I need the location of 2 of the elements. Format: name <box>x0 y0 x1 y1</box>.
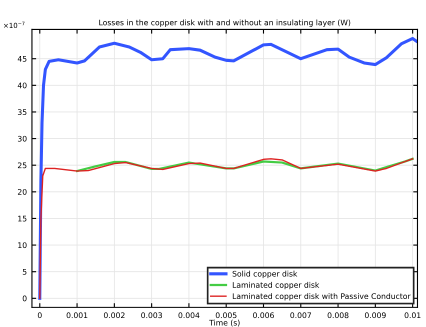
line-series <box>39 158 414 300</box>
line-series <box>76 158 414 172</box>
